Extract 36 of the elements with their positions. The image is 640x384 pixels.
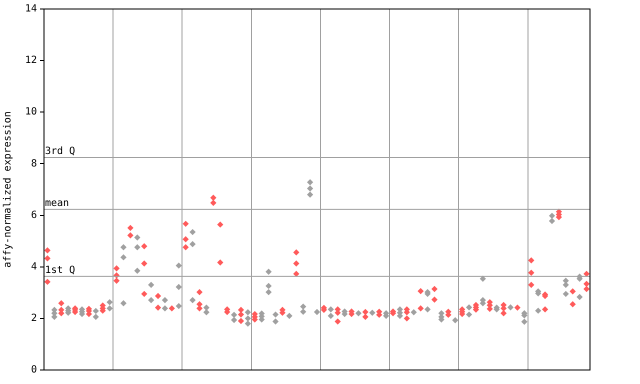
point bbox=[44, 278, 50, 285]
point bbox=[134, 268, 140, 274]
point bbox=[238, 318, 244, 324]
point bbox=[562, 291, 569, 297]
point bbox=[528, 282, 534, 288]
point bbox=[307, 192, 313, 198]
point bbox=[404, 316, 410, 322]
point bbox=[244, 320, 251, 326]
ref-line-label: 3rd Q bbox=[45, 146, 76, 158]
point bbox=[190, 297, 196, 304]
point bbox=[141, 291, 148, 297]
y-tick-label: 14 bbox=[24, 4, 37, 15]
y-tick-label: 2 bbox=[30, 313, 37, 324]
point bbox=[500, 310, 507, 316]
point bbox=[334, 318, 341, 324]
y-tick-label: 8 bbox=[30, 158, 37, 170]
point bbox=[584, 286, 590, 292]
point bbox=[114, 278, 120, 284]
point bbox=[542, 306, 548, 312]
point bbox=[176, 303, 182, 309]
y-tick-label: 12 bbox=[24, 55, 37, 66]
point bbox=[182, 244, 189, 250]
point bbox=[576, 294, 583, 300]
y-tick-label: 10 bbox=[24, 106, 37, 118]
point bbox=[521, 318, 528, 325]
y-tick-label: 0 bbox=[30, 364, 37, 376]
y-tick-label: 6 bbox=[30, 210, 37, 221]
point bbox=[120, 300, 126, 306]
y-axis-title: affy-normalized expression bbox=[2, 111, 14, 268]
point bbox=[424, 306, 430, 312]
point bbox=[266, 289, 272, 296]
point bbox=[535, 308, 542, 314]
y-tick-label: 4 bbox=[30, 261, 37, 272]
point bbox=[293, 270, 300, 277]
ref-line-label: 1st Q bbox=[45, 264, 76, 276]
ref-line-label: mean bbox=[45, 198, 70, 209]
